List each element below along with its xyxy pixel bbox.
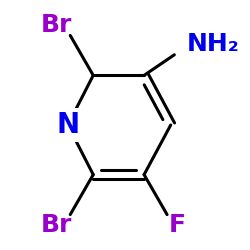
Text: N: N <box>56 111 79 139</box>
Text: Br: Br <box>41 12 72 36</box>
Text: F: F <box>168 214 185 238</box>
Text: NH₂: NH₂ <box>186 32 239 56</box>
Text: Br: Br <box>41 214 72 238</box>
